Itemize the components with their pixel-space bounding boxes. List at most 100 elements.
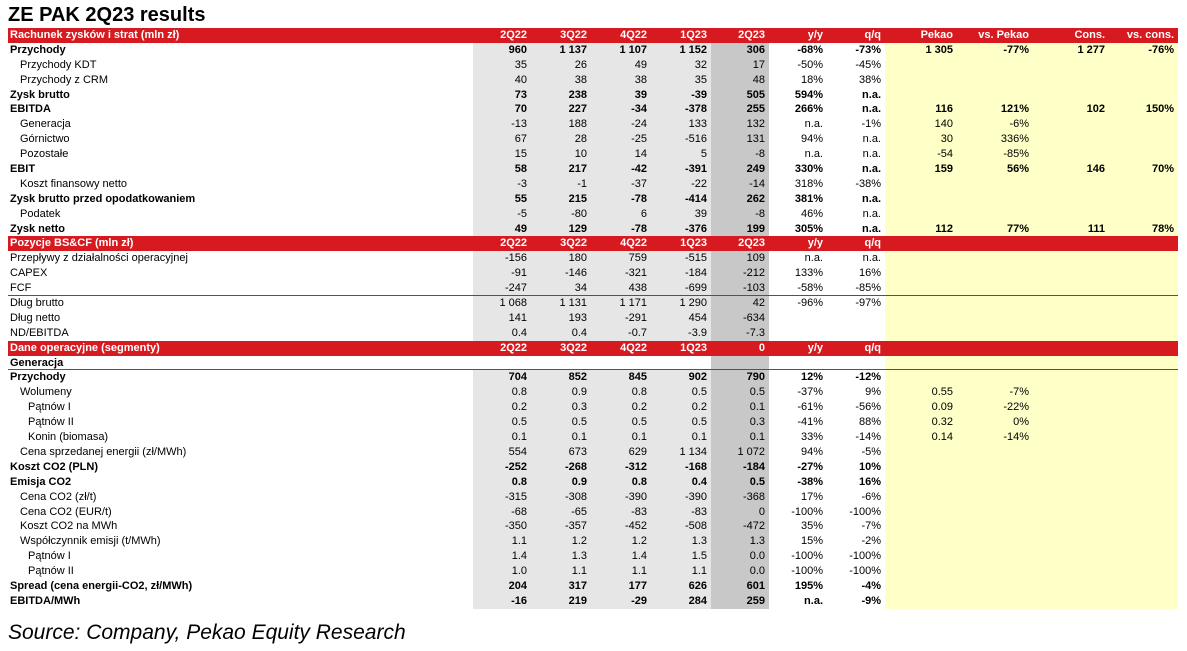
cell-pekao: 0.14 xyxy=(885,430,957,445)
cell-3q22: 238 xyxy=(531,87,591,103)
row-label: FCF xyxy=(10,282,32,295)
cell-pekao xyxy=(885,296,957,311)
row-label: EBIT xyxy=(10,163,36,176)
cell-4q22: 0.8 xyxy=(591,474,651,490)
cell-cons xyxy=(1033,444,1109,460)
table-row: CAPEX -91 -146 -321 -184 -212 133% 16% xyxy=(8,266,1178,282)
source-note: Source: Company, Pekao Equity Research xyxy=(8,621,406,644)
cell-yy: 18% xyxy=(800,73,823,86)
cell-2q23: -212 xyxy=(711,266,769,282)
cell-3q22: 0.9 xyxy=(531,385,591,401)
cell-4q22: 38 xyxy=(591,72,651,88)
cell-2q22: -315 xyxy=(473,489,531,505)
cell-vs-cons xyxy=(1109,444,1178,460)
cell-2q22: 0.8 xyxy=(473,474,531,490)
cell-4q22: -83 xyxy=(591,504,651,520)
cell-2q22: 73 xyxy=(473,87,531,103)
cell-qq: -85% xyxy=(855,282,881,295)
row-label: Przepływy z działalności operacyjnej xyxy=(10,252,188,265)
cell-yy: -38% xyxy=(797,475,823,488)
cell-pekao xyxy=(885,519,957,535)
cell-pekao xyxy=(885,355,957,370)
cell-yy: n.a. xyxy=(804,118,823,131)
cell-2q22: 1.0 xyxy=(473,564,531,579)
cell-vs-cons xyxy=(1109,504,1178,520)
cell-3q22: 10 xyxy=(531,147,591,163)
row-label: Pątnów I xyxy=(28,550,71,563)
cell-1q23: -83 xyxy=(651,504,711,520)
cell-pekao: 0.32 xyxy=(885,415,957,431)
cell-3q22: 1 131 xyxy=(531,296,591,311)
cell-3q22: 317 xyxy=(531,578,591,594)
cell-pekao xyxy=(885,236,957,251)
cell-qq: n.a. xyxy=(862,88,881,101)
cell-cons xyxy=(1033,176,1109,192)
cell-vs-pekao xyxy=(957,459,1033,475)
table-row: Przepływy z działalności operacyjnej -156… xyxy=(8,251,1178,267)
cell-vs-cons xyxy=(1109,296,1178,311)
row-label: Cena CO2 (zł/t) xyxy=(20,490,97,503)
cell-cons xyxy=(1033,355,1109,370)
cell-2q22: 960 xyxy=(473,42,531,58)
cell-1q23: -376 xyxy=(651,221,711,237)
cell-yy: 17% xyxy=(800,490,823,503)
cell-vs-pekao xyxy=(957,489,1033,505)
table-row: Przychody 960 1 137 1 107 1 152 306 -68% -73% 1 … xyxy=(8,42,1178,58)
table-row: Spread (cena energii-CO2, zł/MWh) 204 317 1… xyxy=(8,578,1178,594)
cell-2q23: 249 xyxy=(711,162,769,177)
cell-3q22: 180 xyxy=(531,251,591,267)
cell-cons xyxy=(1033,87,1109,103)
cell-2q23: 0 xyxy=(758,341,765,354)
cell-2q23: 262 xyxy=(711,191,769,207)
cell-2q22: -5 xyxy=(473,206,531,222)
cell-vs-pekao: -22% xyxy=(957,400,1033,416)
cell-qq: -97% xyxy=(855,297,881,310)
cell-2q22: -252 xyxy=(473,459,531,475)
cell-vs-pekao xyxy=(957,341,1033,356)
cell-2q22: 141 xyxy=(473,310,531,326)
cell-vs-cons xyxy=(1109,430,1178,445)
cell-vs-pekao xyxy=(957,534,1033,550)
cell-vs-cons xyxy=(1109,325,1178,341)
cell-2q23: 1 072 xyxy=(711,444,769,460)
cell-1q23: -378 xyxy=(651,102,711,118)
cell-2q22 xyxy=(473,356,531,370)
cell-vs-pekao xyxy=(957,57,1033,73)
cell-1q23: 0.1 xyxy=(651,430,711,445)
table-row: Pątnów I 0.2 0.3 0.2 0.2 0.1 -61% -56% 0.09 -22% xyxy=(8,400,1178,416)
cell-3q22: 852 xyxy=(531,370,591,386)
table-row: Konin (biomasa) 0.1 0.1 0.1 0.1 0.1 33% -14% 0.1… xyxy=(8,430,1178,445)
table-row: Koszt finansowy netto -3 -1 -37 -22 -14 318% -3… xyxy=(8,176,1178,192)
table-row: Dług netto 141 193 -291 454 -634 xyxy=(8,310,1178,326)
cell-4q22: 1.1 xyxy=(591,564,651,579)
cell-yy: -58% xyxy=(797,282,823,295)
cell-4q22: 0.1 xyxy=(591,430,651,445)
cell-yy: -100% xyxy=(791,565,823,578)
cell-3q22: -80 xyxy=(531,206,591,222)
results-table: Rachunek zysków i strat (mln zł) 2Q22 3Q22… xyxy=(8,28,1178,609)
cell-pekao: 1 305 xyxy=(885,42,957,58)
cell-1q23: -508 xyxy=(651,519,711,535)
table-row: Cena CO2 (EUR/t) -68 -65 -83 -83 0 -100% -100% xyxy=(8,504,1178,520)
row-label: Pątnów II xyxy=(28,565,74,578)
cell-2q22: 204 xyxy=(473,578,531,594)
cell-2q23: -472 xyxy=(711,519,769,535)
cell-cons xyxy=(1033,489,1109,505)
cell-2q22: 704 xyxy=(473,370,531,386)
cell-3q22 xyxy=(531,356,591,370)
cell-4q22: -78 xyxy=(591,191,651,207)
cell-3q22: 3Q22 xyxy=(560,237,587,250)
cell-cons xyxy=(1033,281,1109,296)
cell-vs-cons xyxy=(1109,191,1178,207)
cell-1q23: -515 xyxy=(651,251,711,267)
cell-qq: q/q xyxy=(864,341,882,354)
cell-qq: n.a. xyxy=(862,252,881,265)
row-label: Górnictwo xyxy=(20,133,70,146)
row-label: Zysk netto xyxy=(10,222,66,235)
cell-cons: 102 xyxy=(1033,102,1109,118)
cell-3q22: -1 xyxy=(531,176,591,192)
cell-3q22: 1.3 xyxy=(531,549,591,565)
cell-yy: n.a. xyxy=(804,148,823,161)
cell-vs-pekao: -7% xyxy=(957,385,1033,401)
row-label: ND/EBITDA xyxy=(10,326,69,339)
